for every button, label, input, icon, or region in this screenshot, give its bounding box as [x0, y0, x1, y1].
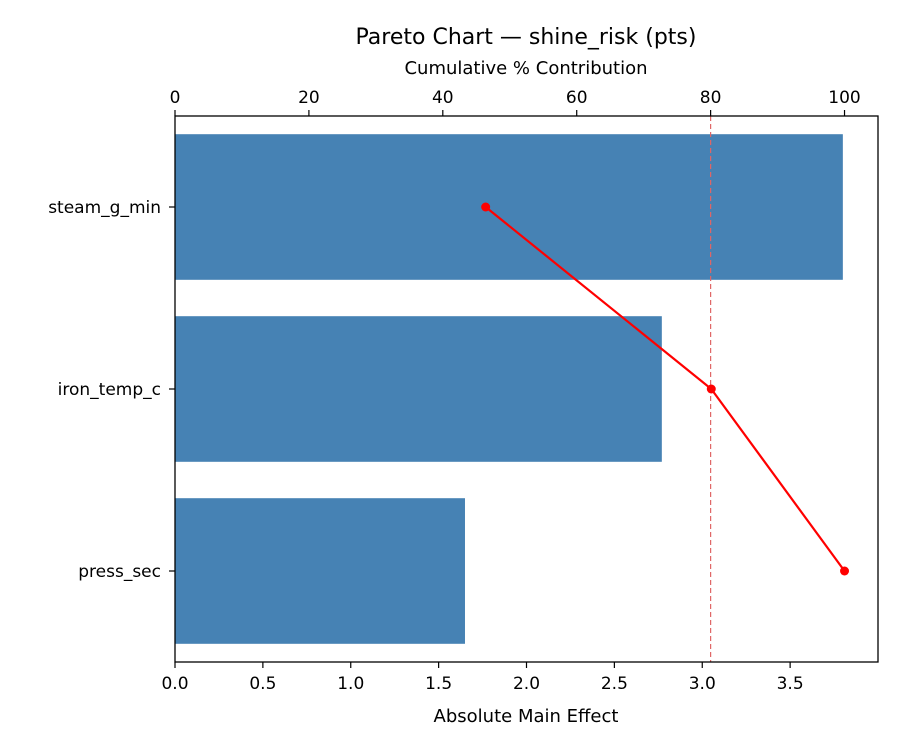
x-tick-label: 0.5: [249, 674, 276, 694]
x2-tick-label: 0: [170, 88, 181, 108]
x-tick-label: 2.0: [513, 674, 540, 694]
x-tick-label: 0.0: [161, 674, 188, 694]
x-tick-label: 2.5: [601, 674, 628, 694]
bar-steam_g_min: [175, 134, 843, 280]
x-tick-label: 1.0: [337, 674, 364, 694]
bars-group: [175, 134, 843, 644]
top-axis-label: Cumulative % Contribution: [404, 58, 647, 79]
cumulative-point-steam_g_min: [481, 202, 491, 212]
x-tick-label: 3.0: [689, 674, 716, 694]
y-axis: steam_g_min iron_temp_c press_sec: [48, 198, 175, 582]
chart-title: Pareto Chart — shine_risk (pts): [356, 25, 697, 50]
category-label: steam_g_min: [48, 198, 161, 218]
x2-tick-label: 20: [298, 88, 320, 108]
bar-iron_temp_c: [175, 316, 662, 462]
cumulative-line-group: [481, 202, 850, 576]
x2-tick-label: 40: [432, 88, 454, 108]
cumulative-point-iron_temp_c: [706, 384, 716, 394]
x-tick-label: 1.5: [425, 674, 452, 694]
x-tick-label: 3.5: [777, 674, 804, 694]
category-label: press_sec: [78, 562, 161, 582]
category-label: iron_temp_c: [58, 380, 161, 400]
cumulative-point-press_sec: [840, 566, 850, 576]
x2-tick-label: 60: [566, 88, 588, 108]
bottom-axis-label: Absolute Main Effect: [434, 706, 619, 727]
bottom-axis: 0.0 0.5 1.0 1.5 2.0 2.5 3.0 3.5: [161, 662, 804, 694]
top-axis: 0 20 40 60 80 100: [170, 88, 861, 116]
bar-press_sec: [175, 498, 465, 644]
x2-tick-label: 100: [828, 88, 860, 108]
x2-tick-label: 80: [700, 88, 722, 108]
